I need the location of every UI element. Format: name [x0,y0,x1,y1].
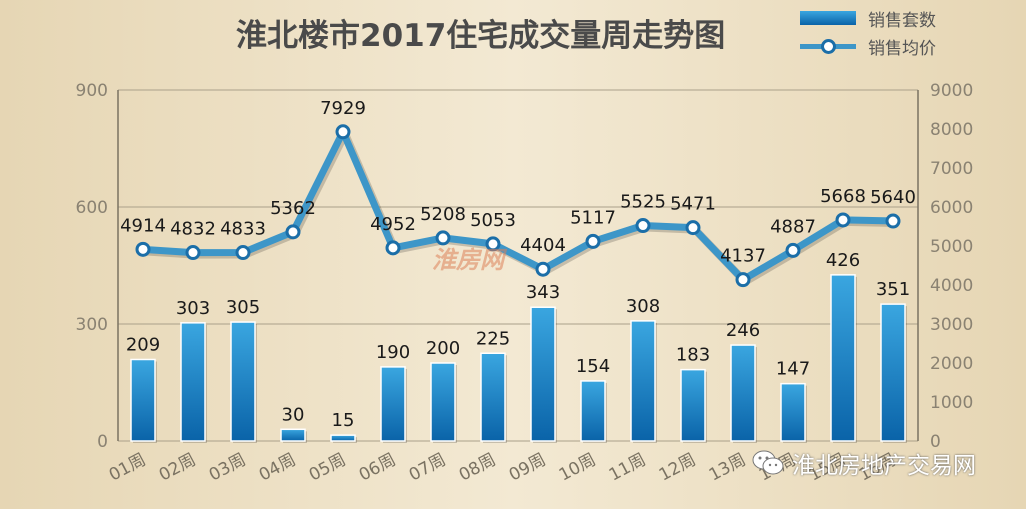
line-point [235,245,251,261]
bar [280,428,306,442]
legend: 销售套数 销售均价 [800,4,936,60]
bar-data-label: 303 [176,298,210,319]
bar-data-label: 305 [226,297,260,318]
line-data-label: 5053 [470,210,516,231]
legend-line-swatch [800,39,856,54]
y-right-tick-label: 1000 [930,393,973,413]
y-right-tick-label: 4000 [930,276,973,296]
y-right-tick-label: 6000 [930,198,973,218]
bar-data-label: 30 [282,404,305,425]
legend-line-label: 销售均价 [868,38,936,59]
line-data-label: 4833 [220,219,266,240]
bar-data-label: 200 [426,338,460,359]
y-left-tick-label: 0 [97,432,108,452]
line-point [435,230,451,246]
line-point [735,272,751,288]
bar-data-label: 225 [476,328,510,349]
source-label: 淮北房地产交易网 [792,453,976,479]
bar [880,303,906,442]
watermark: 淮房网 [432,246,504,274]
line-point [385,240,401,256]
line-data-label: 4832 [170,219,216,240]
bar-data-label: 426 [826,250,860,271]
line-data-label: 5117 [570,207,616,228]
line-data-label: 7929 [320,98,366,119]
bar-data-label: 183 [676,345,710,366]
bar [630,320,656,442]
wechat-icon [752,449,784,477]
y-left-tick-label: 900 [76,81,108,101]
bar-data-label: 351 [876,279,910,300]
y-right-tick-label: 2000 [930,354,973,374]
bar [530,306,556,442]
bar-data-label: 308 [626,296,660,317]
line-point [685,220,701,236]
line-point [485,236,501,252]
bar [830,274,856,442]
source-tag: 淮北房地产交易网 [752,446,976,480]
bar [780,382,806,442]
y-left-tick-label: 300 [76,315,108,335]
line-point [835,212,851,228]
line-point [885,213,901,229]
y-right-tick-label: 3000 [930,315,973,335]
legend-item-line: 销售均价 [800,32,936,60]
line-data-label: 5668 [820,186,866,207]
line-data-label: 5525 [620,192,666,213]
legend-bar-swatch [800,11,856,25]
line-data-label: 5362 [270,198,316,219]
bar [380,366,406,442]
line-data-label: 4914 [120,215,166,236]
line-data-label: 4137 [720,246,766,267]
line-point [785,242,801,258]
bar [430,362,456,442]
line-point [335,124,351,140]
bar [230,321,256,442]
line-data-label: 4887 [770,216,816,237]
legend-item-bars: 销售套数 [800,4,936,32]
bar [180,322,206,442]
line-point [135,241,151,257]
y-left-tick-label: 600 [76,198,108,218]
bar [680,368,706,442]
bar [130,358,156,442]
y-right-tick-label: 5000 [930,237,973,257]
line-data-label: 5471 [670,194,716,215]
price-line [142,128,894,284]
chart-title: 淮北楼市2017住宅成交量周走势图 [236,18,726,54]
line-data-label: 5640 [870,187,916,208]
y-right-tick-label: 8000 [930,120,973,140]
bar-data-label: 154 [576,356,610,377]
y-right-tick-label: 7000 [930,159,973,179]
bar-data-label: 190 [376,342,410,363]
y-right-tick-label: 0 [930,432,941,452]
line-point [285,224,301,240]
line-point [585,233,601,249]
line-data-label: 4404 [520,235,566,256]
bar [480,352,506,442]
y-right-tick-label: 9000 [930,81,973,101]
bar-data-label: 147 [776,359,810,380]
bar-data-label: 343 [526,282,560,303]
line-point [185,245,201,261]
line-point [635,218,651,234]
bar [730,344,756,442]
bar-data-label: 15 [332,410,355,431]
bar [330,434,356,442]
legend-bar-label: 销售套数 [868,10,936,31]
bar-data-label: 246 [726,320,760,341]
line-data-label: 5208 [420,204,466,225]
line-point [535,261,551,277]
bar-data-label: 209 [126,334,160,355]
bar [580,380,606,442]
line-data-label: 4952 [370,214,416,235]
